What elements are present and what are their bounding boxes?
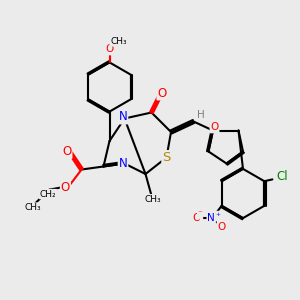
Text: N: N [118,157,127,170]
Text: CH₃: CH₃ [25,203,41,212]
Text: CH₂: CH₂ [40,190,56,199]
Text: S: S [162,151,171,164]
Text: O: O [62,145,71,158]
Text: O: O [105,44,114,55]
Text: N: N [118,110,127,124]
Text: O: O [61,181,70,194]
Text: O: O [210,122,219,133]
Text: Cl: Cl [277,170,288,184]
Text: H: H [197,110,205,121]
Text: O: O [218,221,226,232]
Text: CH₃: CH₃ [110,37,127,46]
Text: ⁻: ⁻ [198,210,203,219]
Text: CH₃: CH₃ [145,195,161,204]
Text: O: O [192,213,200,224]
Text: N: N [207,213,215,224]
Text: ⁺: ⁺ [215,212,220,220]
Text: O: O [158,86,166,100]
